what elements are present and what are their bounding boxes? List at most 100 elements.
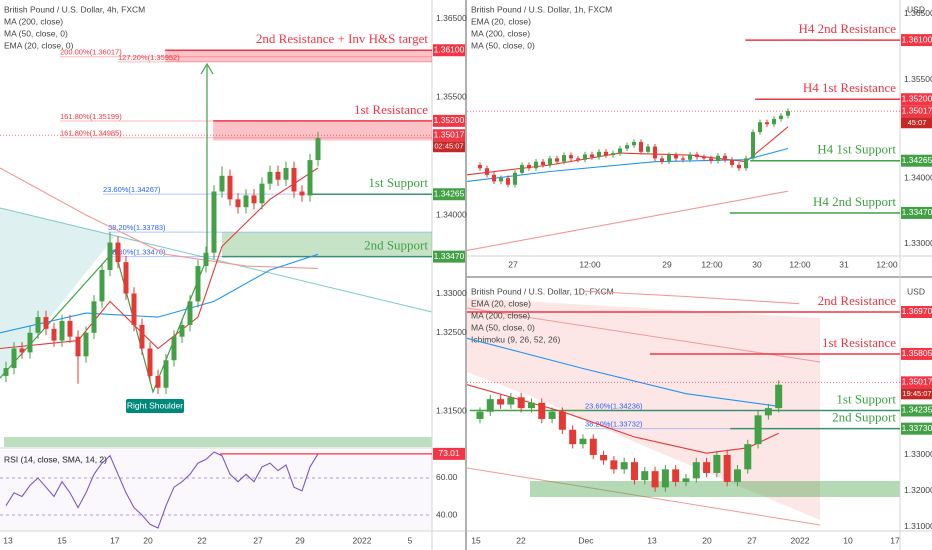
- level-badge: 1.33470: [902, 207, 932, 217]
- indicator-line: [466, 337, 779, 407]
- channel-line: [466, 467, 821, 526]
- candle-body: [67, 320, 73, 337]
- candle-body: [750, 132, 755, 159]
- candle-body: [617, 148, 622, 154]
- candle-body: [512, 172, 517, 185]
- timer-bg: [433, 141, 465, 153]
- candle-body: [235, 199, 241, 208]
- legend-entry: MA (200, close): [471, 28, 530, 38]
- level-badge: 1.34265: [434, 188, 465, 198]
- currency-label: USD: [907, 286, 925, 296]
- fib-label: 38.20%(1.33732): [585, 420, 643, 429]
- x-tick-label: 22: [516, 535, 526, 545]
- timer-bg: [901, 117, 932, 129]
- support-zone: [530, 481, 900, 497]
- x-tick-label: 29: [295, 535, 305, 545]
- level-badge: 1.36100: [902, 34, 932, 44]
- candle-body: [645, 146, 650, 152]
- x-tick-label: 12:00: [701, 259, 723, 269]
- candle-body: [43, 317, 49, 329]
- level-badge-bg: [901, 422, 932, 435]
- candle-body: [486, 399, 494, 412]
- timer: 02:45:07: [434, 142, 463, 151]
- candle-body: [736, 164, 741, 169]
- indicator-line: [0, 167, 319, 269]
- candle-body: [596, 151, 601, 158]
- candle-body: [680, 158, 685, 160]
- candle-body: [83, 332, 89, 357]
- candle-body: [579, 438, 587, 445]
- candle-body: [147, 348, 153, 376]
- candle-body: [219, 175, 225, 192]
- level-label: 1st Resistance: [822, 335, 896, 350]
- candle-body: [659, 158, 664, 162]
- level-badge: 1.35200: [902, 93, 932, 103]
- candle-body: [267, 171, 273, 184]
- candle-body: [548, 411, 556, 419]
- arrow-head: [200, 62, 214, 75]
- candle-body: [624, 145, 629, 149]
- level-badge: 1.33730: [902, 423, 932, 433]
- x-tick-label: 22: [197, 535, 207, 545]
- level-label: H4 1st Support: [817, 142, 896, 157]
- x-tick-label: 17: [110, 535, 120, 545]
- candle-body: [533, 161, 538, 169]
- y-tick-label: 1.36500: [436, 13, 467, 23]
- candle-body: [283, 167, 289, 180]
- y-tick-label: 1.32500: [436, 327, 467, 337]
- candle-body: [155, 375, 161, 388]
- candle-body: [243, 195, 249, 208]
- timer-bg: [901, 388, 932, 400]
- candle-body: [589, 154, 594, 158]
- candle-body: [692, 462, 700, 479]
- indicator-line: [582, 290, 800, 305]
- x-tick-label: 20: [143, 535, 153, 545]
- candle-body: [526, 164, 531, 169]
- candle-body: [75, 336, 81, 357]
- timer: 19:45:07: [902, 389, 931, 398]
- level-badge-bg: [901, 404, 932, 417]
- y-tick-label: 1.35500: [436, 92, 467, 102]
- candle-body: [687, 154, 692, 160]
- candle-body: [251, 195, 257, 204]
- candle-body: [179, 324, 185, 337]
- currency-label: USD: [907, 4, 925, 14]
- candle-body: [19, 348, 25, 353]
- candle-body: [715, 155, 720, 162]
- price-badge-bg: [901, 376, 932, 389]
- candle-body: [299, 191, 305, 196]
- candle-body: [538, 402, 546, 419]
- fib-label: 161.80%(1.35199): [60, 112, 122, 121]
- candle-body: [672, 469, 680, 482]
- candle-body: [682, 478, 690, 482]
- candle-body: [561, 155, 566, 162]
- level-badge: 1.34235: [902, 405, 932, 415]
- candle-body: [187, 301, 193, 325]
- level-badge-bg: [901, 93, 932, 106]
- x-tick-label: 27: [508, 259, 518, 269]
- candle-body: [778, 115, 783, 119]
- timer: 45:07: [908, 118, 927, 127]
- annotation: Right Shoulder: [127, 400, 183, 410]
- x-tick-label: 13: [3, 535, 13, 545]
- annotation-box: [126, 399, 184, 413]
- candle-body: [59, 320, 65, 341]
- level-label: 2nd Resistance + Inv H&S target: [256, 31, 428, 46]
- level-badge-bg: [901, 206, 932, 219]
- candle-body: [785, 111, 790, 116]
- candle-body: [517, 397, 525, 409]
- level-badge-bg: [433, 188, 465, 201]
- channel-line: [466, 307, 821, 363]
- level-badge: 1.36100: [434, 44, 465, 54]
- legend-title: British Pound / U.S. Dollar, 1h, FXCM: [471, 4, 612, 14]
- candle-body: [259, 183, 265, 204]
- candle-body: [744, 444, 752, 470]
- candle-body: [275, 171, 281, 180]
- candle-body: [476, 411, 484, 419]
- legend-title: RSI (14, close, SMA, 14, 2): [4, 454, 107, 464]
- y-tick-label: 1.33000: [904, 449, 932, 459]
- fib-label: 78.60%(1.33470): [108, 248, 166, 257]
- legend-entry: EMA (20, close, 0): [4, 40, 74, 50]
- candle-body: [722, 155, 727, 160]
